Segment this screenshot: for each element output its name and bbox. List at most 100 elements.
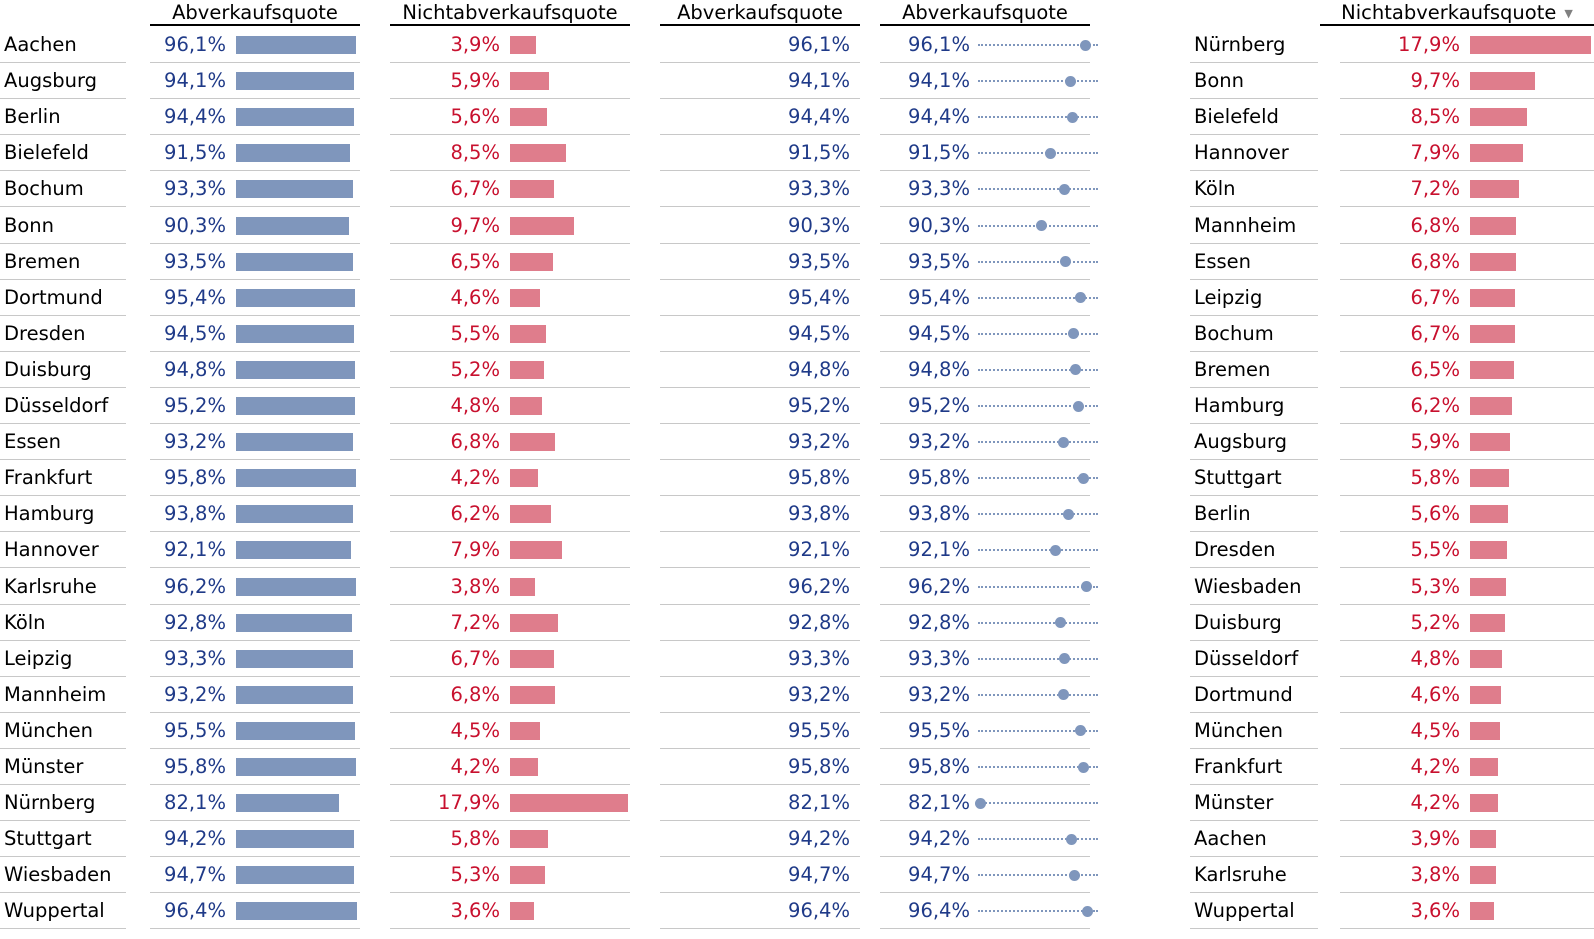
nichtabverkaufsquote-bar [1470,288,1516,307]
abverkaufsquote-bar [236,216,349,235]
nichtabverkaufsquote-bar [510,144,567,163]
row-divider [390,350,630,352]
nichtabverkaufsquote-bar [1470,216,1516,235]
row-divider [660,278,860,280]
abverkaufsquote-value: 93,5% [788,249,850,273]
row-divider [660,675,860,677]
nichtabverkaufsquote-value: 6,2% [450,502,500,526]
city-label: Nürnberg [1194,33,1286,56]
abverkaufsquote-bar [236,324,355,343]
abverkaufsquote-value: 94,8% [788,357,850,381]
row-divider [660,242,860,244]
header-label: Nichtabverkaufsquote [402,1,618,24]
header-abverkaufsquote-dots: Abverkaufsquote [880,0,1090,26]
row-divider [1190,567,1318,569]
abverkaufsquote-value: 91,5% [908,141,970,165]
abverkaufsquote-value: 95,5% [788,718,850,742]
nichtabverkaufsquote-bar [1470,541,1508,560]
row-divider [150,206,360,208]
row-divider [0,675,126,677]
sort-descending-icon[interactable]: ▼ [1564,7,1573,20]
nichtabverkaufsquote-bar [510,577,536,596]
dot-leader-line [978,802,1098,805]
row-divider [150,459,360,461]
row-divider [1190,423,1318,424]
row-divider [150,856,360,858]
abverkaufsquote-value: 96,4% [788,899,850,923]
nichtabverkaufsquote-value: 5,9% [450,69,500,93]
city-label: Augsburg [4,69,98,93]
abverkaufsquote-dot [1075,725,1087,737]
row-divider [660,62,860,63]
nichtabverkaufsquote-bar [1470,36,1591,54]
nichtabverkaufsquote-bar [1470,72,1536,91]
nichtabverkaufsquote-bar [510,613,558,632]
row-divider [660,711,860,713]
row-divider [390,603,630,605]
abverkaufsquote-dot [1074,292,1086,304]
dot-leader-line [978,585,1098,588]
abverkaufsquote-dot [1065,833,1077,845]
abverkaufsquote-bar [236,36,357,54]
nichtabverkaufsquote-value: 4,5% [1410,718,1460,742]
city-label: Berlin [4,105,61,129]
row-divider [880,98,1090,100]
abverkaufsquote-value: 93,3% [908,646,970,670]
nichtabverkaufsquote-value: 6,7% [1410,321,1460,345]
row-divider [0,711,126,713]
nichtabverkaufsquote-value: 5,5% [1410,538,1460,562]
nichtabverkaufsquote-value: 3,8% [450,574,500,598]
header-nichtabverkaufsquote-sorted[interactable]: Nichtabverkaufsquote ▼ [1320,0,1594,26]
city-label: Karlsruhe [1194,863,1287,887]
row-divider [880,134,1090,136]
abverkaufsquote-value: 82,1% [788,791,850,815]
row-divider [0,386,126,388]
nichtabverkaufsquote-value: 6,7% [450,177,500,201]
abverkaufsquote-value: 94,7% [164,863,226,887]
row-divider [1340,495,1594,497]
abverkaufsquote-value: 95,8% [788,466,850,490]
row-divider [660,314,860,316]
row-divider [390,784,630,785]
abverkaufsquote-bar [236,360,355,379]
row-divider [0,603,126,605]
row-divider [150,98,360,100]
dot-leader-line [978,44,1098,46]
row-divider [390,567,630,569]
nichtabverkaufsquote-bar [1470,721,1501,740]
abverkaufsquote-value: 96,1% [788,33,850,56]
nichtabverkaufsquote-bar [510,721,540,740]
row-divider [150,892,360,894]
city-label: Dresden [1194,538,1276,562]
row-divider [1190,170,1318,172]
abverkaufsquote-value: 93,3% [788,646,850,670]
row-divider [1190,350,1318,352]
row-divider [150,639,360,641]
row-divider [1190,459,1318,461]
row-divider [1190,134,1318,136]
nichtabverkaufsquote-value: 6,8% [1410,249,1460,273]
dot-leader-line [978,152,1098,155]
row-divider [150,495,360,497]
abverkaufsquote-value: 94,2% [788,827,850,851]
row-divider [0,856,126,858]
nichtabverkaufsquote-bar [510,288,541,307]
nichtabverkaufsquote-value: 4,2% [450,755,500,778]
dot-leader-line [978,260,1098,263]
row-divider [1340,892,1594,894]
city-label: Dresden [4,321,86,345]
row-divider [150,386,360,388]
abverkaufsquote-value: 93,3% [164,646,226,670]
row-divider [660,639,860,641]
city-label: Köln [1194,177,1236,201]
abverkaufsquote-dot [1079,39,1091,51]
dot-leader-line [978,910,1098,913]
city-label: Bonn [4,213,55,237]
row-divider [880,567,1090,569]
nichtabverkaufsquote-value: 3,9% [450,33,500,56]
row-divider [1190,531,1318,533]
abverkaufsquote-value: 94,8% [164,357,226,381]
nichtabverkaufsquote-bar [1470,433,1510,452]
abverkaufsquote-value: 94,5% [164,321,226,345]
dot-leader-line [978,405,1098,407]
